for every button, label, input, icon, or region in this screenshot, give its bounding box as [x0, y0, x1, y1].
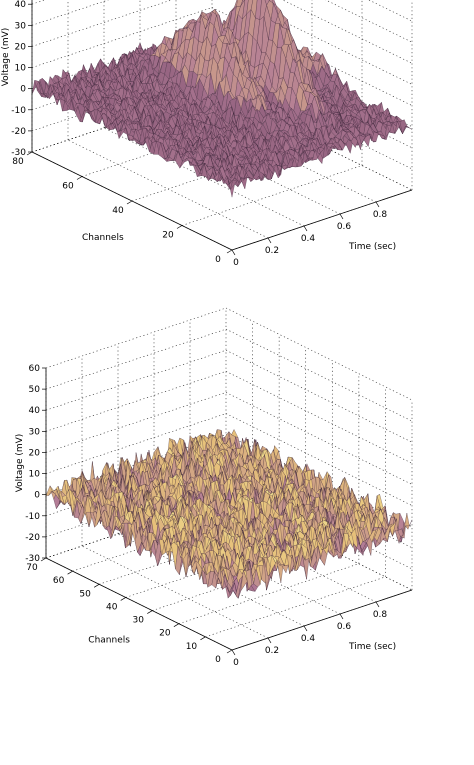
- grid-line: [45, 371, 227, 432]
- time-tick-mark: [231, 249, 236, 256]
- time-tick-label: 0.6: [337, 222, 352, 232]
- surface-plot-bottom: 00.20.40.60.8010203040506070-30-20-10010…: [15, 307, 413, 668]
- grid-line: [103, 127, 305, 227]
- surface-plot-top: 0 0.2 0.4 0.6 0.8 0 20 40 60 80-30 -20 -10 0 10 20 30 40…: [1, 0, 413, 268]
- surface-patch: [240, 0, 245, 7]
- channel-tick-label: 40: [112, 206, 124, 216]
- grid-line: [45, 349, 227, 411]
- channel-tick-mark: [226, 249, 233, 254]
- voltage-surface: [45, 429, 413, 599]
- grid-line: [225, 349, 413, 443]
- channel-tick-label: 20: [162, 231, 174, 241]
- grid-line: [225, 307, 413, 401]
- x-axis-label: Time (sec): [348, 242, 396, 252]
- voltage-tick-label: 20: [15, 42, 27, 52]
- voltage-tick-label: -10: [11, 106, 26, 116]
- time-tick-label: 0.4: [301, 234, 316, 244]
- voltage-tick-label: 40: [15, 0, 27, 10]
- grid-line: [282, 0, 413, 64]
- channel-tick-mark: [176, 225, 183, 229]
- time-tick-mark: [339, 213, 344, 220]
- z-axis-label: Voltage (mV): [1, 28, 11, 87]
- grid-line: [225, 328, 413, 422]
- voltage-tick-label: -30: [11, 148, 26, 158]
- time-tick-label: 0.8: [373, 210, 388, 220]
- channel-tick-mark: [26, 151, 33, 156]
- grid-line: [45, 328, 227, 390]
- surface-patch: [45, 485, 53, 496]
- grid-line: [238, 0, 413, 85]
- channel-tick-mark: [126, 200, 133, 205]
- channel-tick-label: 60: [62, 182, 74, 192]
- time-tick-label: 0.2: [265, 246, 279, 256]
- grid-line: [211, 7, 413, 106]
- surface-patch: [242, 0, 249, 20]
- channel-tick-mark: [76, 176, 83, 180]
- grid-line: [67, 139, 269, 239]
- time-tick-mark: [303, 225, 308, 232]
- time-tick-label: 0: [233, 258, 239, 268]
- channel-tick-label: 80: [12, 157, 24, 167]
- time-tick-mark: [375, 201, 380, 208]
- grid-line: [31, 0, 109, 26]
- time-tick-mark: [267, 237, 272, 244]
- channel-tick-label: 0: [215, 255, 221, 265]
- grid-line: [31, 0, 46, 5]
- voltage-tick-label: -20: [11, 127, 26, 137]
- grid-line: [45, 307, 227, 369]
- y-axis-label: Channels: [82, 233, 124, 243]
- voltage-tick-label: 0: [20, 85, 26, 95]
- voltage-tick-label: 30: [15, 21, 27, 31]
- voltage-tick-label: 10: [15, 64, 27, 74]
- time-axis-line: [231, 189, 413, 251]
- voltage-surface: [31, 0, 413, 198]
